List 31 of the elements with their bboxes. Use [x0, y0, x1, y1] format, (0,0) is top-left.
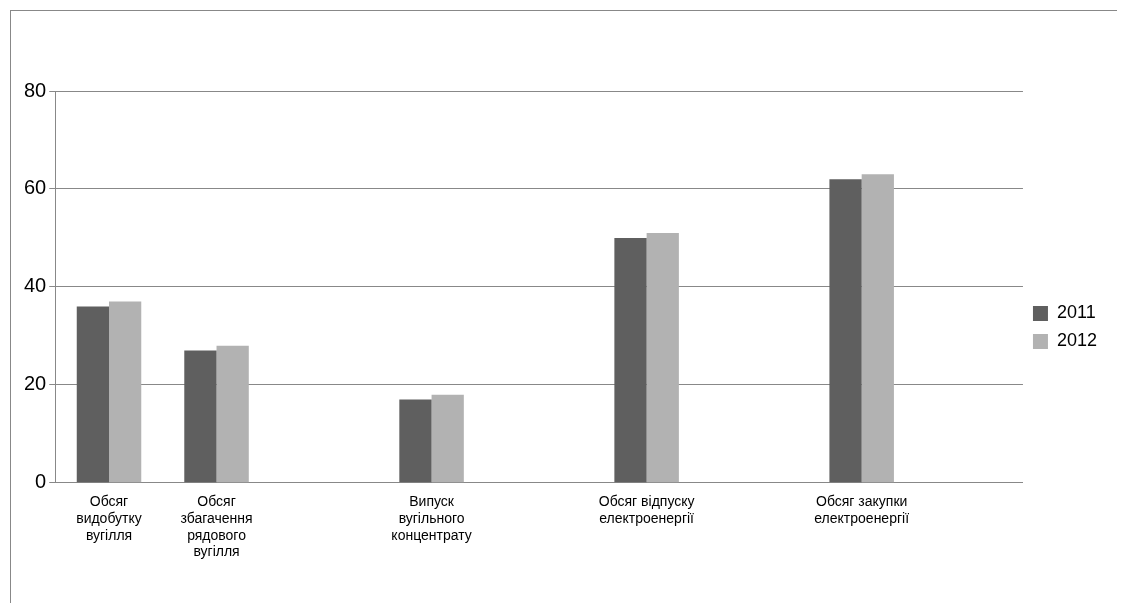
legend-label: 2011 — [1056, 302, 1096, 323]
bar — [399, 399, 432, 483]
y-tick-label: 20 — [24, 372, 47, 395]
bar — [829, 179, 862, 483]
category-label: вугілля — [85, 526, 133, 543]
y-tick-label: 80 — [24, 78, 47, 101]
category-label: збагачення — [180, 509, 253, 526]
category-label: видобутку — [76, 509, 142, 526]
category-label: Обсяг відпуску — [598, 493, 695, 510]
category-label: Випуск — [409, 493, 454, 510]
y-tick-label: 0 — [35, 470, 47, 493]
bar — [184, 350, 217, 483]
y-tick-label: 40 — [24, 274, 47, 297]
bar — [646, 233, 679, 483]
category-label: електроенергії — [814, 509, 910, 526]
legend-label: 2012 — [1056, 330, 1097, 351]
bar — [861, 174, 894, 483]
category-label: концентрату — [391, 526, 472, 543]
category-label: електроенергії — [599, 509, 694, 526]
category-label: Обсяг — [197, 493, 236, 510]
category-label: вугільного — [398, 509, 465, 526]
category-label: рядового — [187, 526, 246, 543]
bar — [216, 345, 249, 483]
bar — [614, 237, 647, 483]
bar — [76, 306, 110, 483]
bar — [431, 394, 464, 483]
category-label: Обсяг закупки — [816, 493, 908, 510]
bar — [109, 301, 142, 483]
y-tick-label: 60 — [24, 176, 47, 199]
category-label: Обсяг — [89, 493, 129, 510]
category-label: вугілля — [193, 543, 240, 560]
